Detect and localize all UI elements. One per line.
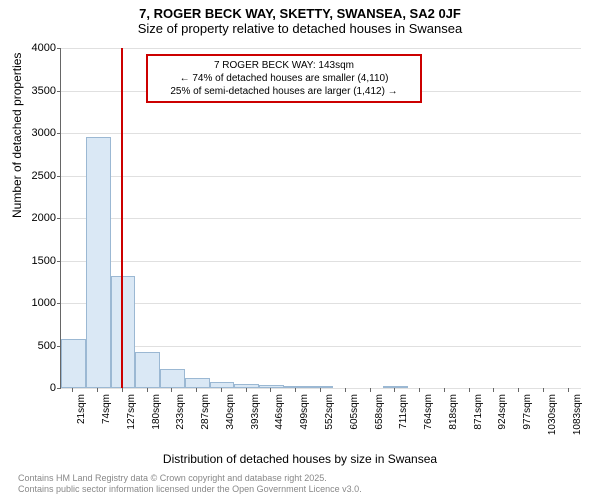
annotation-line1: 7 ROGER BECK WAY: 143sqm [154, 59, 414, 72]
ytick-mark [57, 48, 61, 49]
xtick-label: 605sqm [349, 394, 360, 430]
xtick-mark [97, 388, 98, 392]
xtick-label: 340sqm [225, 394, 236, 430]
annotation-line3: 25% of semi-detached houses are larger (… [154, 85, 414, 98]
ytick-label: 4000 [32, 42, 56, 54]
ytick-mark [57, 261, 61, 262]
xtick-mark [246, 388, 247, 392]
xtick-mark [518, 388, 519, 392]
license-line2: Contains public sector information licen… [18, 484, 362, 496]
ytick-label: 1000 [32, 297, 56, 309]
xtick-label: 818sqm [448, 394, 459, 430]
histogram-bar [234, 384, 259, 388]
xtick-label: 499sqm [299, 394, 310, 430]
gridline [61, 303, 581, 304]
xtick-mark [196, 388, 197, 392]
ytick-label: 1500 [32, 255, 56, 267]
gridline [61, 133, 581, 134]
plot-area: 7 ROGER BECK WAY: 143sqm ← 74% of detach… [60, 48, 581, 389]
xtick-mark [221, 388, 222, 392]
xtick-mark [295, 388, 296, 392]
ytick-mark [57, 133, 61, 134]
gridline [61, 48, 581, 49]
xtick-label: 1030sqm [547, 394, 558, 435]
xtick-mark [444, 388, 445, 392]
annotation-box: 7 ROGER BECK WAY: 143sqm ← 74% of detach… [146, 54, 422, 103]
xtick-mark [270, 388, 271, 392]
xtick-label: 393sqm [250, 394, 261, 430]
ytick-label: 0 [50, 382, 56, 394]
ytick-mark [57, 303, 61, 304]
xtick-mark [493, 388, 494, 392]
histogram-bar [185, 378, 210, 388]
xtick-label: 446sqm [274, 394, 285, 430]
xtick-mark [320, 388, 321, 392]
ytick-label: 500 [38, 340, 56, 352]
xtick-mark [419, 388, 420, 392]
histogram-bar [210, 382, 235, 388]
xtick-mark [147, 388, 148, 392]
ytick-label: 2000 [32, 212, 56, 224]
xtick-label: 1083sqm [572, 394, 583, 435]
ytick-label: 2500 [32, 170, 56, 182]
chart-container: 7, ROGER BECK WAY, SKETTY, SWANSEA, SA2 … [0, 0, 600, 500]
page-title: 7, ROGER BECK WAY, SKETTY, SWANSEA, SA2 … [0, 0, 600, 21]
xtick-label: 871sqm [473, 394, 484, 430]
ytick-label: 3500 [32, 85, 56, 97]
x-axis-label: Distribution of detached houses by size … [0, 452, 600, 466]
ytick-mark [57, 218, 61, 219]
xtick-label: 764sqm [423, 394, 434, 430]
histogram-bar [61, 339, 86, 388]
license-text: Contains HM Land Registry data © Crown c… [18, 473, 362, 496]
xtick-label: 977sqm [522, 394, 533, 430]
xtick-label: 74sqm [101, 394, 112, 424]
ytick-mark [57, 176, 61, 177]
histogram-bar [160, 369, 185, 388]
ytick-label: 3000 [32, 127, 56, 139]
xtick-label: 552sqm [324, 394, 335, 430]
gridline [61, 261, 581, 262]
gridline [61, 346, 581, 347]
xtick-label: 924sqm [497, 394, 508, 430]
ytick-mark [57, 388, 61, 389]
xtick-label: 711sqm [398, 394, 409, 429]
xtick-mark [72, 388, 73, 392]
xtick-label: 287sqm [200, 394, 211, 430]
ytick-mark [57, 91, 61, 92]
xtick-label: 233sqm [175, 394, 186, 430]
annotation-line2: ← 74% of detached houses are smaller (4,… [154, 72, 414, 85]
xtick-mark [394, 388, 395, 392]
property-marker-line [121, 48, 123, 388]
xtick-mark [122, 388, 123, 392]
xtick-label: 127sqm [126, 394, 137, 430]
xtick-mark [543, 388, 544, 392]
license-line1: Contains HM Land Registry data © Crown c… [18, 473, 362, 485]
y-ticks: 05001000150020002500300035004000 [0, 48, 60, 388]
xtick-mark [345, 388, 346, 392]
xtick-mark [469, 388, 470, 392]
histogram-bar [259, 385, 284, 388]
gridline [61, 176, 581, 177]
xtick-mark [171, 388, 172, 392]
histogram-bar [86, 137, 111, 388]
gridline [61, 218, 581, 219]
page-subtitle: Size of property relative to detached ho… [0, 21, 600, 40]
xtick-label: 658sqm [374, 394, 385, 430]
xtick-label: 21sqm [76, 394, 87, 424]
histogram-bar [135, 352, 160, 388]
xtick-label: 180sqm [151, 394, 162, 430]
xtick-mark [568, 388, 569, 392]
gridline [61, 388, 581, 389]
histogram-bar [111, 276, 136, 388]
xtick-mark [370, 388, 371, 392]
